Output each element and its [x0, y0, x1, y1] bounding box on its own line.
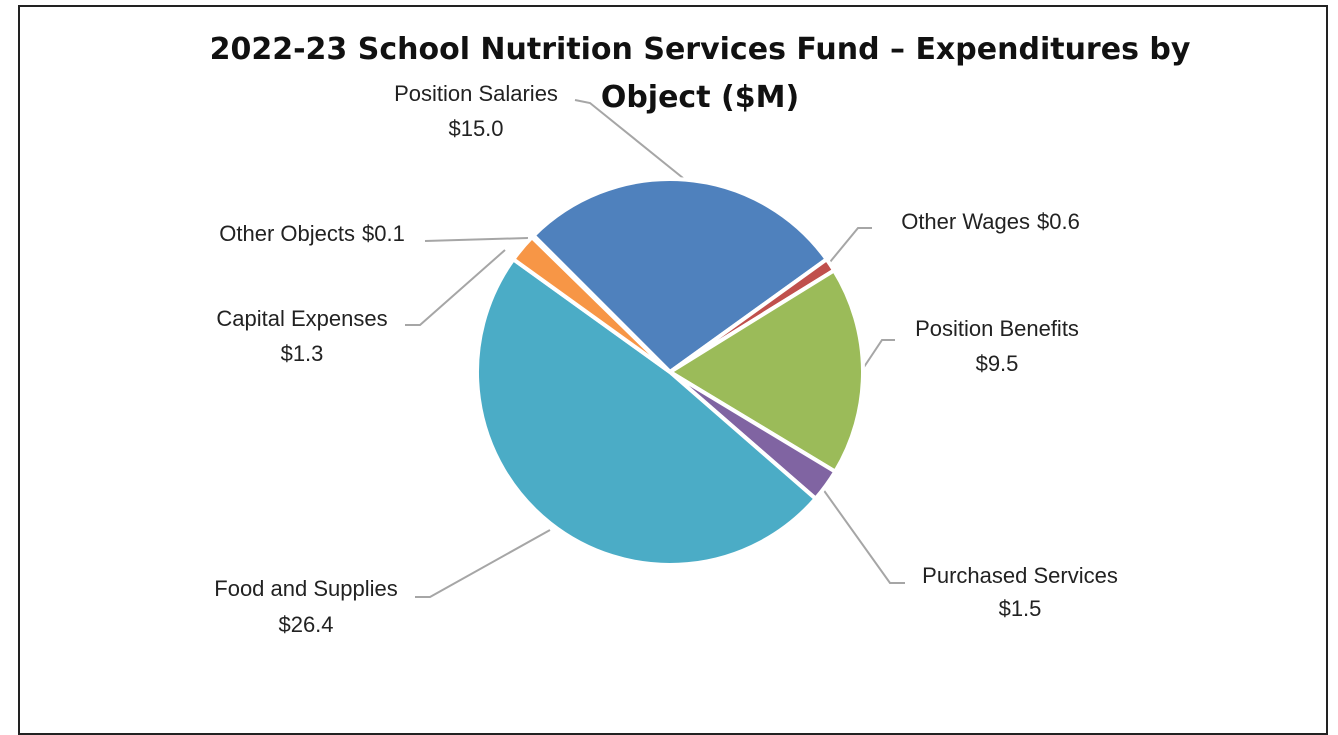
value-label: $26.4 — [278, 612, 333, 637]
leader-line — [574, 99, 684, 179]
value-label: $0.1 — [362, 221, 405, 246]
value-label: $9.5 — [976, 351, 1019, 376]
value-label: $1.5 — [999, 596, 1042, 621]
leader-lines — [405, 99, 905, 598]
leader-line — [424, 237, 529, 242]
value-label: $0.6 — [1037, 209, 1080, 234]
pie-slice — [475, 256, 819, 567]
slice-label: Other Objects — [219, 221, 355, 246]
slice-label: Capital Expenses — [216, 306, 387, 331]
slice-label: Other Wages — [901, 209, 1030, 234]
slice-label: Purchased Services — [922, 563, 1118, 588]
pie-slice — [529, 232, 672, 374]
leader-line — [861, 339, 895, 371]
value-label: $1.3 — [281, 341, 324, 366]
chart-title: 2022-23 School Nutrition Services Fund –… — [209, 32, 1191, 115]
leader-line — [415, 529, 551, 598]
value-label: $15.0 — [448, 116, 503, 141]
leader-line — [819, 484, 905, 584]
leader-line — [829, 227, 872, 263]
slice-label: Food and Supplies — [214, 576, 397, 601]
slice-label: Position Salaries — [394, 81, 558, 106]
leader-line — [405, 249, 506, 326]
pie-slice — [530, 177, 830, 375]
pie-slice — [666, 267, 865, 475]
slice-label: Position Benefits — [915, 316, 1079, 341]
